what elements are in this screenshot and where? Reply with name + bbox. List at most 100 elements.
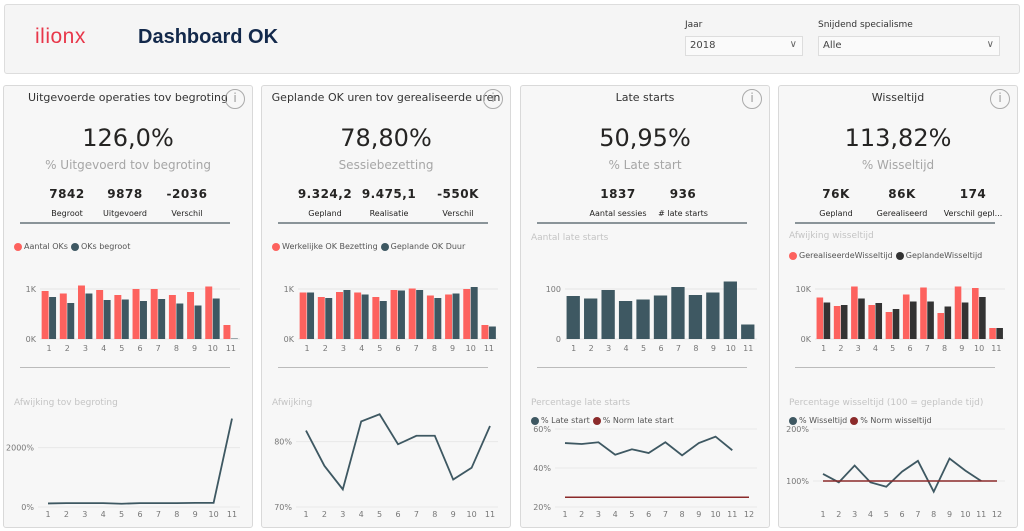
- bar-chart: 0K 10K 1 2 3 4 5 6 7 8 9 10 11: [796, 285, 1005, 353]
- stat-label: Verschil gepl...: [943, 209, 1003, 218]
- x-tick-label: 8: [174, 344, 179, 353]
- x-tick-label: 10: [960, 510, 970, 519]
- bar: [470, 287, 478, 339]
- bar: [954, 286, 962, 339]
- specialism-slicer: Snijdend specialisme Alle ∨: [818, 20, 1000, 56]
- x-tick-label: 1: [821, 344, 826, 353]
- x-tick-label: 10: [726, 344, 736, 353]
- bar: [833, 306, 841, 339]
- legend-item[interactable]: GeplandeWisseltijd: [895, 251, 982, 260]
- bar: [132, 289, 140, 339]
- bar: [910, 301, 917, 339]
- x-tick-label: 1: [47, 344, 52, 353]
- info-icon[interactable]: i: [225, 89, 245, 109]
- x-tick-label: 10: [467, 510, 477, 519]
- bar: [416, 290, 424, 339]
- bar: [671, 287, 685, 339]
- kpi-card: Uitgevoerde operaties tov begroting i 126,…: [3, 85, 253, 528]
- y-tick-label: 200%: [786, 425, 809, 434]
- legend-item[interactable]: % Norm late start: [592, 416, 674, 425]
- legend-item[interactable]: Geplande OK Duur: [380, 242, 465, 251]
- legend-item[interactable]: GerealiseerdeWisseltijd: [789, 251, 893, 260]
- stat-label: # late starts: [658, 209, 708, 218]
- specialism-slicer-label: Snijdend specialisme: [818, 20, 913, 30]
- kpi-value: 50,95%: [599, 124, 691, 152]
- divider: [795, 367, 995, 368]
- legend-item[interactable]: % Norm wisseltijd: [850, 416, 932, 425]
- chevron-down-icon: ∨: [789, 39, 797, 50]
- bar: [618, 301, 633, 339]
- legend-label: Aantal OKs: [24, 242, 68, 251]
- divider: [20, 367, 230, 368]
- bar: [989, 328, 996, 339]
- x-tick-label: 4: [101, 510, 106, 519]
- x-tick-label: 2: [64, 510, 69, 519]
- card-title: Late starts: [615, 91, 675, 104]
- bar: [336, 292, 343, 339]
- bar: [67, 303, 75, 339]
- y-tick-label: 0K: [801, 335, 812, 344]
- x-tick-label: 10: [209, 510, 219, 519]
- bar: [176, 303, 184, 339]
- bar: [194, 305, 202, 339]
- legend-item[interactable]: % Wisseltijd: [789, 416, 847, 425]
- y-tick-label: 0%: [21, 503, 34, 512]
- y-tick-label: 40%: [533, 464, 551, 473]
- divider: [795, 222, 995, 224]
- x-tick-label: 1: [571, 344, 576, 353]
- stat-value: 174: [959, 187, 987, 201]
- legend-label: % Norm late start: [602, 416, 674, 425]
- bar: [902, 294, 910, 339]
- x-tick-label: 10: [974, 344, 984, 353]
- card-title: Wisseltijd: [871, 91, 925, 104]
- kpi-card: Late starts i 50,95%% Late start 1837 Aantal…: [520, 85, 770, 528]
- x-tick-label: 2: [579, 510, 584, 519]
- legend-item[interactable]: OKs begroot: [70, 242, 130, 251]
- divider: [278, 367, 488, 368]
- stat-item: 86K Gerealiseerd: [862, 187, 942, 218]
- bar: [566, 296, 580, 339]
- x-tick-label: 9: [696, 510, 701, 519]
- ilionx-logo: ilionx: [35, 25, 86, 48]
- bar: [150, 289, 158, 339]
- bar: [408, 288, 416, 339]
- x-tick-label: 6: [395, 344, 400, 353]
- stat-label: Gepland: [819, 209, 853, 218]
- x-tick-label: 12: [744, 510, 754, 519]
- bar: [78, 285, 85, 339]
- bar: [723, 281, 737, 339]
- bar: [858, 298, 865, 339]
- bar: [927, 301, 934, 339]
- specialism-dropdown[interactable]: Alle ∨: [818, 36, 1000, 56]
- bar: [41, 291, 49, 339]
- x-tick-label: 9: [451, 510, 456, 519]
- legend-item[interactable]: % Late start: [531, 416, 590, 425]
- kpi-card: Geplande OK uren tov gerealiseerde uren i…: [261, 85, 511, 528]
- x-tick-label: 1: [562, 510, 567, 519]
- legend-item[interactable]: Aantal OKs: [14, 242, 68, 251]
- legend-dot: [70, 242, 79, 251]
- info-icon[interactable]: i: [990, 89, 1010, 109]
- y-tick-label: 1K: [26, 285, 37, 294]
- x-tick-label: 4: [873, 344, 878, 353]
- bar: [851, 286, 858, 339]
- x-tick-label: 3: [856, 344, 861, 353]
- legend-dot: [789, 251, 797, 260]
- stat-item: 174 Verschil gepl...: [933, 187, 1013, 218]
- stat-label: Aantal sessies: [589, 209, 647, 218]
- bar: [114, 295, 122, 339]
- bar: [481, 325, 489, 339]
- bar: [103, 300, 111, 339]
- legend-item[interactable]: Werkelijke OK Bezetting: [272, 242, 378, 251]
- y-tick-label: 100: [546, 285, 561, 294]
- chart-title: Aantal late starts: [531, 233, 609, 243]
- legend-dot: [531, 416, 539, 425]
- chart-legend: Werkelijke OK Bezetting Geplande OK Duur: [272, 242, 468, 253]
- info-icon[interactable]: i: [742, 89, 762, 109]
- y-tick-label: 60%: [533, 425, 551, 434]
- info-icon[interactable]: i: [483, 89, 503, 109]
- year-dropdown[interactable]: 2018 ∨: [685, 36, 803, 56]
- x-tick-label: 2: [589, 344, 594, 353]
- legend-dot: [592, 416, 601, 425]
- legend-dot: [850, 416, 859, 425]
